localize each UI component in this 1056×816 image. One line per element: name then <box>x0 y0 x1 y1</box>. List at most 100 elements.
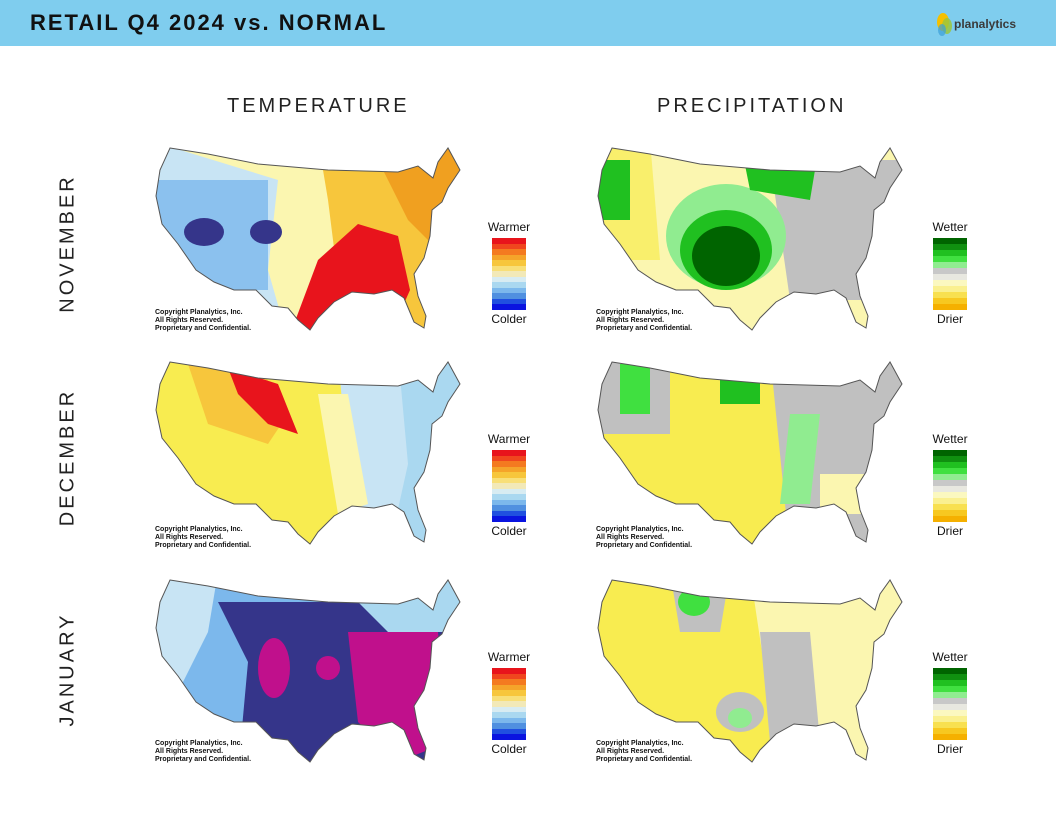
legend-swatch <box>933 456 967 462</box>
legend-swatch <box>933 698 967 704</box>
copyright-precip-dec: Copyright Planalytics, Inc. All Rights Re… <box>596 526 693 549</box>
legend-swatch <box>933 510 967 516</box>
legend-swatch <box>933 450 967 456</box>
legend-top-label: Wetter <box>932 432 968 446</box>
legend-swatch <box>492 282 526 288</box>
legend-swatch <box>492 260 526 266</box>
legend-temperature-january: Warmer Colder <box>469 650 549 760</box>
legend-swatch <box>492 249 526 255</box>
map-temperature-december <box>155 361 461 545</box>
legend-swatch <box>492 701 526 707</box>
legend-swatch <box>492 505 526 511</box>
legend-swatch <box>492 287 526 294</box>
legend-swatch <box>492 466 526 473</box>
copyright-precip-nov: Copyright Planalytics, Inc. All Rights Re… <box>596 309 693 332</box>
copyright-temp-jan: Copyright Planalytics, Inc. All Rights Re… <box>155 740 252 763</box>
map-precipitation-december <box>597 361 903 545</box>
legend-swatch <box>492 668 526 674</box>
legend-top-label: Warmer <box>487 650 531 664</box>
legend-swatch <box>492 450 526 456</box>
legend-swatch <box>933 268 967 274</box>
legend-swatch <box>492 499 526 506</box>
legend-swatch <box>933 716 967 722</box>
legend-swatch <box>933 668 967 674</box>
legend-top-label: Warmer <box>487 432 531 446</box>
legend-swatch <box>492 477 526 484</box>
legend-swatch <box>492 254 526 261</box>
legend-top-label: Wetter <box>932 220 968 234</box>
header-bar: RETAIL Q4 2024 vs. NORMAL planalytics <box>0 0 1056 46</box>
column-heading-temperature: TEMPERATURE <box>227 95 410 117</box>
copyright-temp-nov: Copyright Planalytics, Inc. All Rights Re… <box>155 309 252 332</box>
legend-swatch <box>492 483 526 489</box>
legend-swatch <box>492 271 526 277</box>
legend-swatch <box>492 673 526 680</box>
legend-swatch <box>933 298 967 304</box>
legend-swatch <box>933 504 967 510</box>
legend-temperature-november: Warmer Colder <box>469 220 549 330</box>
legend-color-scale <box>492 450 526 522</box>
legend-precipitation-january: Wetter Drier <box>910 650 990 760</box>
legend-temperature-december: Warmer Colder <box>469 432 549 542</box>
legend-swatch <box>492 238 526 244</box>
legend-color-scale <box>933 668 967 740</box>
copyright-temp-dec: Copyright Planalytics, Inc. All Rights Re… <box>155 526 252 549</box>
legend-bottom-label: Colder <box>491 524 527 538</box>
legend-swatch <box>492 510 526 517</box>
legend-swatch <box>492 712 526 718</box>
legend-swatch <box>933 704 967 710</box>
row-heading-december: DECEMBER <box>56 388 79 527</box>
legend-swatch <box>933 492 967 498</box>
legend-swatch <box>933 710 967 716</box>
map-temperature-january <box>155 579 461 763</box>
legend-swatch <box>933 498 967 504</box>
legend-top-label: Wetter <box>932 650 968 664</box>
legend-bottom-label: Drier <box>937 742 963 756</box>
map-precipitation-november <box>597 147 903 331</box>
legend-swatch <box>933 734 967 740</box>
legend-swatch <box>492 455 526 462</box>
legend-bottom-label: Colder <box>491 312 527 326</box>
legend-swatch <box>933 674 967 680</box>
legend-swatch <box>492 684 526 691</box>
legend-swatch <box>492 243 526 250</box>
legend-swatch <box>933 262 967 268</box>
legend-swatch <box>933 486 967 492</box>
legend-swatch <box>933 250 967 256</box>
legend-swatch <box>492 717 526 724</box>
column-heading-precipitation: PRECIPITATION <box>657 95 847 117</box>
legend-swatch <box>492 723 526 729</box>
legend-precipitation-november: Wetter Drier <box>910 220 990 330</box>
legend-color-scale <box>492 238 526 310</box>
legend-swatch <box>933 286 967 292</box>
legend-swatch <box>933 728 967 734</box>
legend-swatch <box>492 516 526 522</box>
legend-swatch <box>933 292 967 298</box>
legend-swatch <box>933 462 967 468</box>
legend-color-scale <box>933 450 967 522</box>
legend-swatch <box>933 468 967 474</box>
copyright-precip-jan: Copyright Planalytics, Inc. All Rights Re… <box>596 740 693 763</box>
legend-swatch <box>492 472 526 478</box>
logo-text: planalytics <box>954 17 1017 31</box>
legend-swatch <box>492 728 526 735</box>
legend-swatch <box>933 686 967 692</box>
legend-swatch <box>933 722 967 728</box>
legend-swatch <box>933 238 967 244</box>
legend-bottom-label: Drier <box>937 312 963 326</box>
legend-bottom-label: Drier <box>937 524 963 538</box>
legend-swatch <box>492 276 526 283</box>
legend-swatch <box>492 488 526 495</box>
legend-swatch <box>933 274 967 280</box>
legend-swatch <box>933 304 967 310</box>
legend-swatch <box>933 480 967 486</box>
logo-leaf-icon <box>937 13 952 36</box>
legend-swatch <box>933 474 967 480</box>
legend-swatch <box>933 692 967 698</box>
legend-swatch <box>492 695 526 702</box>
page-title: RETAIL Q4 2024 vs. NORMAL <box>30 10 388 35</box>
legend-swatch <box>933 516 967 522</box>
legend-swatch <box>933 256 967 262</box>
legend-precipitation-december: Wetter Drier <box>910 432 990 542</box>
map-temperature-november <box>155 147 461 331</box>
